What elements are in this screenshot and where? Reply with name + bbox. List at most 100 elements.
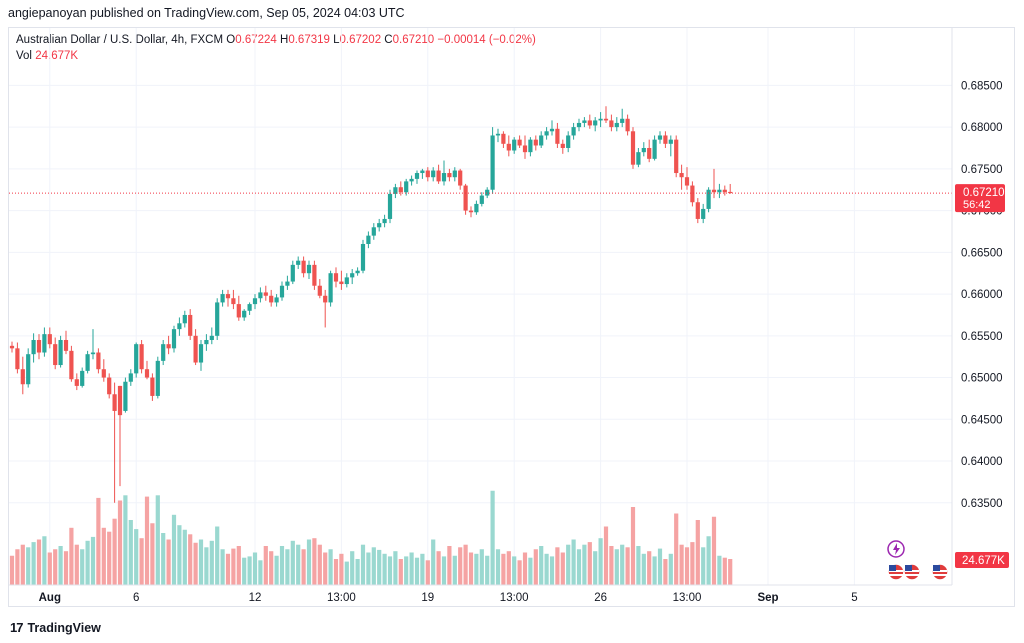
candle-body bbox=[436, 170, 441, 182]
candle-body bbox=[630, 131, 636, 165]
volume-bar bbox=[301, 549, 306, 585]
price-tick-label: 0.66000 bbox=[961, 289, 1003, 301]
price-tick-label: 0.68500 bbox=[961, 80, 1003, 92]
candle-body bbox=[96, 352, 101, 370]
chart-frame bbox=[8, 27, 1015, 607]
candle-body bbox=[193, 335, 198, 363]
tradingview-brand: TradingView bbox=[27, 620, 101, 635]
volume-bar bbox=[220, 549, 225, 585]
candle-body bbox=[398, 187, 403, 193]
last-price-label: 0.67210 bbox=[963, 187, 1005, 199]
volume-bar bbox=[717, 555, 722, 585]
flag-icon bbox=[931, 563, 949, 581]
candle-body bbox=[350, 273, 355, 278]
candle-body bbox=[171, 329, 177, 349]
candle-body bbox=[587, 120, 592, 126]
volume-bar bbox=[236, 546, 241, 585]
volume-bar bbox=[603, 526, 609, 585]
high-label: H bbox=[280, 34, 289, 46]
volume-bar bbox=[312, 538, 317, 585]
candle-body bbox=[258, 292, 263, 299]
volume-bar bbox=[15, 549, 20, 585]
candle-body bbox=[485, 189, 490, 196]
candle-body bbox=[328, 273, 333, 303]
candle-body bbox=[85, 354, 90, 371]
volume-bar bbox=[252, 552, 258, 585]
volume-bar bbox=[58, 546, 63, 585]
candle-body bbox=[53, 344, 58, 366]
candle-body bbox=[474, 203, 479, 213]
volume-bar bbox=[204, 547, 209, 585]
volume-bar bbox=[620, 544, 625, 585]
tradingview-footer[interactable]: 17 TradingView bbox=[10, 620, 101, 635]
candle-body bbox=[522, 145, 528, 153]
candle-body bbox=[609, 120, 614, 128]
candle-body bbox=[15, 348, 20, 370]
candle-body bbox=[409, 178, 414, 182]
volume-bar bbox=[420, 553, 425, 585]
candle-body bbox=[679, 173, 684, 178]
volume-bar bbox=[598, 538, 603, 585]
volume-bar bbox=[31, 542, 36, 585]
candle-body bbox=[231, 298, 236, 305]
volume-bar bbox=[377, 549, 382, 585]
symbol-title[interactable]: Australian Dollar / U.S. Dollar, 4h, FXC… bbox=[16, 34, 224, 46]
candle-body bbox=[377, 223, 382, 228]
vol-label: Vol bbox=[16, 50, 32, 62]
volume-bar bbox=[647, 551, 652, 585]
time-tick-label: 13:00 bbox=[500, 592, 529, 604]
candle-body bbox=[728, 191, 733, 194]
candle-body bbox=[306, 264, 312, 274]
volume-bar bbox=[193, 542, 198, 585]
time-tick-label: Aug bbox=[39, 592, 61, 604]
volume-bar bbox=[80, 549, 85, 585]
volume-bar bbox=[609, 546, 614, 585]
candle-body bbox=[668, 139, 673, 144]
volume-bar bbox=[36, 539, 42, 585]
volume-bar bbox=[209, 540, 214, 585]
volume-bar bbox=[355, 559, 360, 585]
volume-bar bbox=[544, 553, 549, 585]
candle-body bbox=[371, 227, 376, 236]
price-tick-label: 0.68000 bbox=[961, 122, 1003, 134]
candle-body bbox=[20, 369, 25, 385]
volume-bar bbox=[306, 539, 312, 585]
candle-body bbox=[452, 170, 457, 178]
candle-body bbox=[441, 173, 447, 182]
volume-tag-label: 24.677K bbox=[962, 555, 1005, 567]
candle-body bbox=[90, 352, 96, 355]
volume-bar bbox=[674, 513, 679, 585]
candle-body bbox=[414, 173, 420, 179]
candle-body bbox=[155, 360, 160, 396]
price-tick-label: 0.65500 bbox=[961, 331, 1003, 343]
candle-body bbox=[344, 277, 349, 285]
time-tick-label: 13:00 bbox=[673, 592, 702, 604]
volume-bar bbox=[555, 547, 560, 585]
candle-body bbox=[431, 170, 436, 178]
candle-body bbox=[614, 122, 619, 128]
candle-body bbox=[582, 120, 587, 123]
volume-bar bbox=[506, 551, 511, 585]
time-axis[interactable]: Aug 6 12 13:00 19 13:00 26 13:00 Sep 5 bbox=[9, 584, 952, 604]
price-axis[interactable]: 0.685000.680000.675000.670000.665000.660… bbox=[951, 28, 1009, 585]
candle-body bbox=[393, 187, 398, 194]
volume-bar bbox=[706, 536, 711, 585]
candle-body bbox=[225, 294, 231, 299]
candle-body bbox=[252, 298, 258, 305]
time-tick-label: 19 bbox=[421, 592, 434, 604]
volume-bar bbox=[247, 556, 252, 585]
volume-bar bbox=[458, 547, 463, 585]
candle-body bbox=[695, 202, 700, 219]
volume-bar bbox=[690, 542, 695, 585]
candle-body bbox=[166, 344, 171, 349]
candle-body bbox=[182, 314, 187, 324]
candle-body bbox=[544, 131, 549, 136]
candle-body bbox=[711, 189, 717, 193]
low-label: L bbox=[333, 34, 340, 46]
candle-body bbox=[123, 381, 128, 411]
tradingview-logo-icon: 17 bbox=[10, 620, 24, 635]
volume-bar bbox=[576, 549, 582, 585]
price-tick-label: 0.64000 bbox=[961, 456, 1003, 468]
candle-body bbox=[301, 260, 306, 274]
